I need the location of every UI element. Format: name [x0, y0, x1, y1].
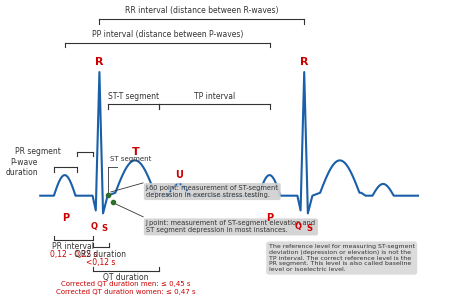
Text: The reference level for measuring ST-segment
deviation (depression or elevation): The reference level for measuring ST-seg… — [269, 244, 415, 272]
Text: TP interval: TP interval — [194, 92, 236, 102]
Text: Q: Q — [91, 222, 98, 231]
Text: <0,12 s: <0,12 s — [86, 258, 115, 267]
Text: ST segment: ST segment — [110, 155, 152, 162]
Text: Q: Q — [295, 222, 302, 231]
Text: PP interval (distance between P-waves): PP interval (distance between P-waves) — [92, 30, 243, 39]
Text: S: S — [102, 224, 108, 233]
Text: T: T — [132, 147, 140, 157]
Text: S: S — [307, 224, 313, 233]
Text: P: P — [266, 213, 273, 223]
Text: Corrected QT duration women: ≤ 0,47 s: Corrected QT duration women: ≤ 0,47 s — [56, 289, 196, 295]
Text: R: R — [95, 57, 104, 67]
Text: PR segment: PR segment — [15, 147, 61, 156]
Text: U: U — [175, 170, 183, 180]
Text: ST-T segment: ST-T segment — [108, 92, 159, 102]
Text: QRS duration: QRS duration — [75, 250, 126, 259]
Text: P: P — [62, 213, 69, 223]
Text: J-60 point: measurement of ST-segment
depression in exercise stress testing.: J-60 point: measurement of ST-segment de… — [146, 185, 279, 198]
Text: J point: measurement of ST-segment elevation and
ST segment depression in most i: J point: measurement of ST-segment eleva… — [146, 220, 316, 233]
Text: Corrected QT duration men: ≤ 0,45 s: Corrected QT duration men: ≤ 0,45 s — [61, 281, 191, 287]
Text: R: R — [300, 57, 309, 67]
Text: RR interval (distance between R-waves): RR interval (distance between R-waves) — [125, 6, 279, 15]
Text: PR interval: PR interval — [52, 242, 94, 251]
Text: 0,12 - 0,22 s: 0,12 - 0,22 s — [50, 250, 97, 259]
Text: P-wave
duration: P-wave duration — [5, 158, 38, 177]
Text: QT duration: QT duration — [103, 273, 149, 282]
